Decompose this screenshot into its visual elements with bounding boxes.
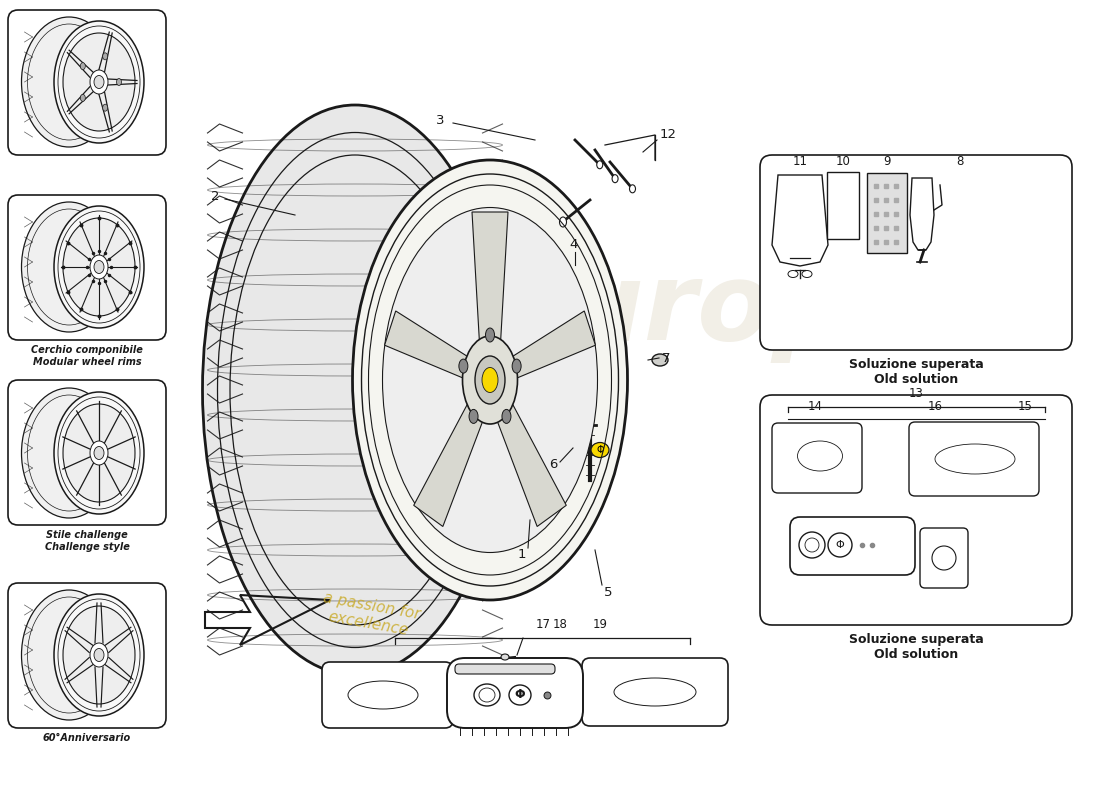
Ellipse shape	[117, 78, 121, 86]
Ellipse shape	[94, 446, 104, 459]
Text: since 1985: since 1985	[771, 401, 869, 419]
Ellipse shape	[383, 207, 597, 553]
Ellipse shape	[469, 410, 478, 423]
Ellipse shape	[80, 94, 86, 102]
Ellipse shape	[652, 354, 668, 366]
Text: 11: 11	[792, 155, 807, 168]
Text: a passion for
excellence: a passion for excellence	[319, 590, 421, 639]
FancyBboxPatch shape	[447, 658, 583, 728]
FancyBboxPatch shape	[909, 422, 1040, 496]
FancyBboxPatch shape	[790, 517, 915, 575]
Ellipse shape	[54, 594, 144, 716]
Text: 18: 18	[552, 618, 568, 631]
Ellipse shape	[54, 392, 144, 514]
FancyBboxPatch shape	[322, 662, 453, 728]
FancyBboxPatch shape	[8, 380, 166, 525]
Ellipse shape	[63, 606, 135, 704]
Text: 60°Anniversario: 60°Anniversario	[43, 733, 131, 743]
FancyBboxPatch shape	[920, 528, 968, 588]
Text: 19: 19	[593, 618, 607, 631]
Text: Cerchio componibile
Modular wheel rims: Cerchio componibile Modular wheel rims	[31, 345, 143, 366]
Text: 14: 14	[807, 400, 823, 413]
Text: 15: 15	[1018, 400, 1033, 413]
Ellipse shape	[63, 33, 135, 131]
Text: 1: 1	[518, 549, 526, 562]
Text: 9: 9	[883, 155, 891, 168]
Ellipse shape	[80, 62, 86, 70]
FancyBboxPatch shape	[867, 173, 908, 253]
FancyBboxPatch shape	[455, 664, 556, 674]
Polygon shape	[493, 397, 566, 526]
Ellipse shape	[90, 255, 108, 279]
FancyBboxPatch shape	[582, 658, 728, 726]
Text: 7: 7	[662, 351, 670, 365]
Ellipse shape	[500, 654, 509, 660]
Text: Soluzione superata
Old solution: Soluzione superata Old solution	[848, 633, 983, 661]
Ellipse shape	[102, 53, 108, 60]
Ellipse shape	[612, 174, 618, 182]
Ellipse shape	[462, 336, 517, 424]
Ellipse shape	[54, 206, 144, 328]
Ellipse shape	[90, 643, 108, 667]
FancyBboxPatch shape	[8, 10, 166, 155]
Polygon shape	[385, 311, 476, 381]
Ellipse shape	[629, 185, 636, 193]
Text: 16: 16	[927, 400, 943, 413]
FancyBboxPatch shape	[827, 172, 859, 239]
Polygon shape	[504, 311, 595, 381]
Text: 8: 8	[956, 155, 964, 168]
Text: 4: 4	[570, 238, 579, 251]
Text: 6: 6	[549, 458, 558, 471]
Text: Soluzione superata
Old solution: Soluzione superata Old solution	[848, 358, 983, 386]
Ellipse shape	[63, 218, 135, 316]
Ellipse shape	[94, 261, 104, 274]
Ellipse shape	[202, 105, 507, 675]
Ellipse shape	[90, 70, 108, 94]
Ellipse shape	[22, 388, 117, 518]
Text: 13: 13	[909, 387, 923, 400]
Text: Φ: Φ	[515, 689, 526, 702]
FancyBboxPatch shape	[760, 395, 1072, 625]
FancyBboxPatch shape	[772, 423, 862, 493]
Ellipse shape	[475, 356, 505, 404]
Ellipse shape	[94, 649, 104, 662]
Text: 2: 2	[211, 190, 219, 203]
Text: Φ: Φ	[836, 540, 845, 550]
Ellipse shape	[90, 441, 108, 465]
Ellipse shape	[459, 359, 468, 373]
Ellipse shape	[513, 359, 521, 373]
Ellipse shape	[94, 75, 104, 89]
FancyBboxPatch shape	[8, 583, 166, 728]
FancyBboxPatch shape	[760, 155, 1072, 350]
Text: Stile challenge
Challenge style: Stile challenge Challenge style	[45, 530, 130, 552]
Ellipse shape	[63, 404, 135, 502]
FancyBboxPatch shape	[8, 195, 166, 340]
Text: 10: 10	[836, 155, 850, 168]
Ellipse shape	[102, 104, 108, 111]
Ellipse shape	[591, 442, 609, 458]
Ellipse shape	[22, 17, 117, 147]
Ellipse shape	[596, 161, 603, 169]
Text: 3: 3	[436, 114, 444, 126]
Text: Φ: Φ	[596, 445, 604, 455]
Ellipse shape	[502, 410, 512, 423]
Ellipse shape	[485, 328, 495, 342]
Ellipse shape	[482, 367, 498, 393]
Text: 12: 12	[660, 129, 676, 142]
Ellipse shape	[352, 160, 627, 600]
Ellipse shape	[22, 202, 117, 332]
Ellipse shape	[560, 217, 566, 227]
Polygon shape	[414, 397, 487, 526]
Text: 17: 17	[536, 618, 550, 631]
Ellipse shape	[54, 21, 144, 143]
Text: 5: 5	[604, 586, 613, 598]
Text: europes: europes	[493, 257, 987, 363]
Polygon shape	[472, 212, 508, 352]
Ellipse shape	[22, 590, 117, 720]
